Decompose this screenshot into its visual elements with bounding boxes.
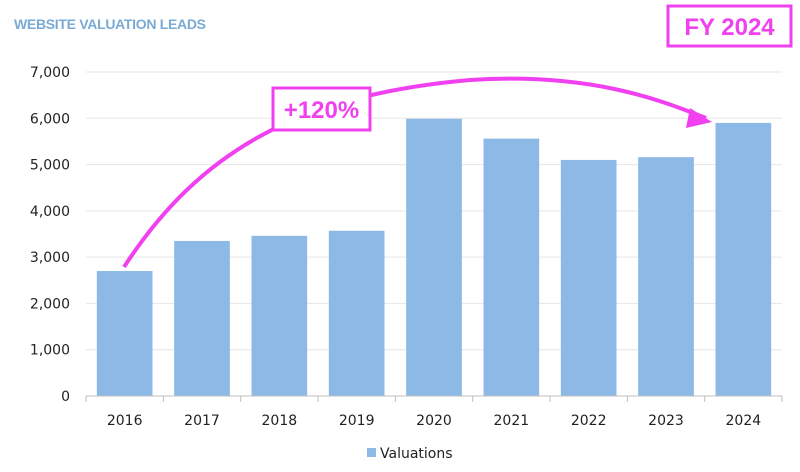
x-tick-label: 2022 <box>571 413 607 429</box>
period-label-text: FY 2024 <box>684 14 775 41</box>
bar-2022 <box>560 159 617 396</box>
bars <box>96 118 772 397</box>
y-axis: 0 1,000 2,000 3,000 4,000 5,000 6,000 7,000 <box>30 65 70 405</box>
y-tick-label: 0 <box>61 389 70 405</box>
x-tick-label: 2019 <box>339 413 375 429</box>
x-tick-label: 2017 <box>184 413 220 429</box>
x-tick-label: 2016 <box>107 413 143 429</box>
bar-2017 <box>174 240 230 396</box>
y-tick-label: 2,000 <box>30 296 70 312</box>
x-axis: 2016 2017 2018 2019 2020 2021 2022 2023 2024 <box>85 395 783 429</box>
chart-title: WEBSITE VALUATION LEADS <box>14 16 206 32</box>
y-tick-label: 3,000 <box>30 250 70 266</box>
x-tick-label: 2021 <box>494 413 530 429</box>
bar-2016 <box>96 271 153 396</box>
growth-label-text: +120% <box>284 97 359 124</box>
bar-2023 <box>638 157 694 396</box>
y-tick-label: 5,000 <box>30 158 70 174</box>
bar-2018 <box>251 235 308 396</box>
bar-2020 <box>406 118 462 397</box>
period-label: FY 2024 <box>666 4 793 48</box>
bar-2021 <box>483 138 540 396</box>
growth-label-box <box>271 86 372 132</box>
x-tick-label: 2023 <box>648 413 684 429</box>
bar-2019 <box>328 230 385 396</box>
x-tick-label: 2020 <box>416 413 452 429</box>
legend-swatch <box>367 448 376 457</box>
bar-2024 <box>715 122 772 397</box>
period-label-box <box>666 4 793 48</box>
y-tick-label: 7,000 <box>30 65 70 81</box>
growth-arrow <box>122 76 707 269</box>
legend: Valuations <box>367 446 453 462</box>
y-tick-label: 4,000 <box>30 204 70 220</box>
x-tick-label: 2018 <box>262 413 298 429</box>
growth-label: +120% <box>271 86 372 132</box>
legend-label: Valuations <box>380 446 453 462</box>
y-tick-label: 1,000 <box>30 343 70 359</box>
y-tick-label: 6,000 <box>30 111 70 127</box>
x-tick-label: 2024 <box>726 413 762 429</box>
growth-arrow-head <box>686 108 712 128</box>
